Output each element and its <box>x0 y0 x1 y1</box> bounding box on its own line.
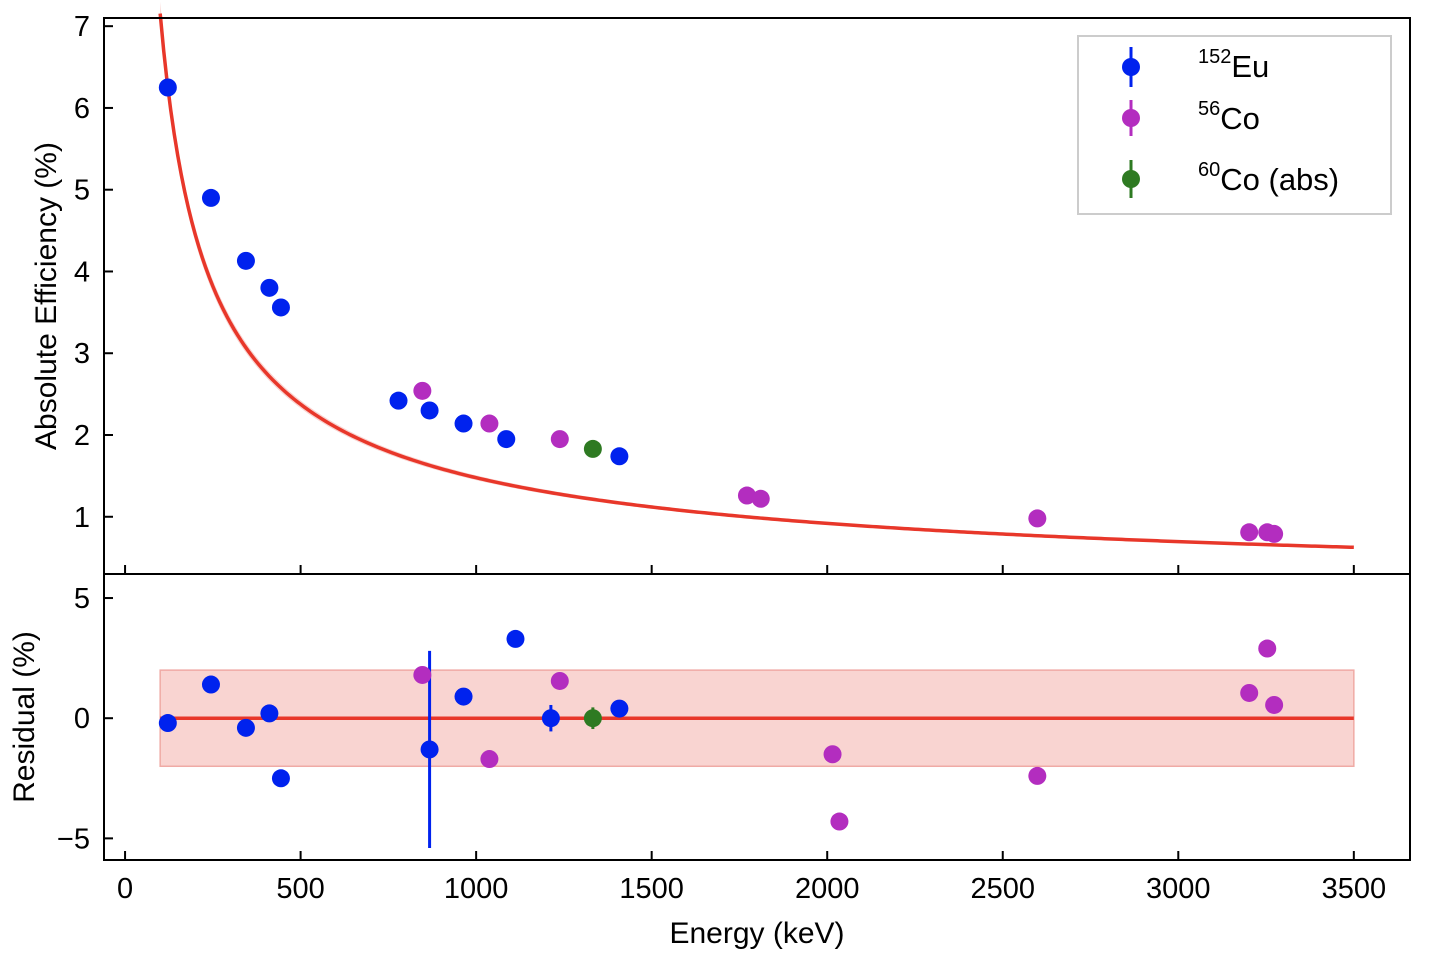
residual-point-56co-7 <box>1258 639 1277 658</box>
efficiency-point-60co-abs-0 <box>583 439 602 458</box>
efficiency-y-tick-label-2: 3 <box>74 338 90 370</box>
efficiency-y-tick-label-5: 6 <box>74 93 90 125</box>
legend-co56-marker <box>1122 109 1140 127</box>
x-tick-label-5: 2500 <box>970 873 1035 905</box>
legend-item-co56: 56Co <box>1122 98 1260 136</box>
legend-co60-marker <box>1122 170 1140 188</box>
efficiency-point-152eu-6 <box>420 401 439 420</box>
efficiency-point-152eu-7 <box>454 414 473 433</box>
efficiency-point-56co-0 <box>413 381 432 400</box>
residual-plot-frame <box>103 573 1411 861</box>
x-tick-label-4: 2000 <box>795 873 860 905</box>
efficiency-y-tick-label-3: 4 <box>74 256 90 288</box>
efficiency-point-56co-5 <box>1028 509 1047 528</box>
x-axis-label: Energy (keV) <box>669 917 844 950</box>
efficiency-fit-curve <box>158 13 1354 550</box>
efficiency-y-tick-label-0: 1 <box>74 502 90 534</box>
residual-y-axis-label: Residual (%) <box>8 631 41 803</box>
efficiency-point-152eu-9 <box>610 447 629 466</box>
residual-point-152eu-6 <box>454 687 473 706</box>
legend-eu152-text: Eu <box>1231 49 1269 84</box>
x-tick-label-0: 0 <box>117 873 133 905</box>
residual-point-56co-2 <box>550 671 569 690</box>
residual-panel: −5 0 5 0 500 1000 1500 2000 2500 3000 3500 Residu… <box>8 573 1411 950</box>
efficiency-point-152eu-4 <box>271 298 290 317</box>
x-tick-label-2: 1000 <box>444 873 509 905</box>
legend-item-eu152: 152Eu <box>1122 46 1269 87</box>
residual-x-ticks: 0 500 1000 1500 2000 2500 3000 3500 <box>117 851 1386 905</box>
residual-y-tick-label-2: 5 <box>74 583 90 615</box>
efficiency-point-152eu-5 <box>389 391 408 410</box>
efficiency-point-56co-3 <box>737 486 756 505</box>
residual-y-tick-label-0: −5 <box>57 823 90 855</box>
x-tick-label-6: 3000 <box>1146 873 1211 905</box>
residual-point-56co-0 <box>413 665 432 684</box>
efficiency-point-152eu-3 <box>260 278 279 297</box>
legend-item-co60: 60Co (abs) <box>1122 159 1339 198</box>
residual-points <box>158 629 1284 831</box>
residual-point-152eu-2 <box>236 718 255 737</box>
efficiency-point-152eu-2 <box>236 251 255 270</box>
residual-point-56co-5 <box>1028 766 1047 785</box>
legend: 152Eu 56Co 60Co (abs) <box>1077 35 1392 215</box>
efficiency-point-152eu-1 <box>201 188 220 207</box>
legend-eu152-marker <box>1122 58 1140 76</box>
efficiency-y-tick-label-4: 5 <box>74 175 90 207</box>
efficiency-point-152eu-0 <box>158 78 177 97</box>
residual-point-152eu-0 <box>158 714 177 733</box>
legend-eu152-label: 152Eu <box>1198 46 1269 84</box>
legend-co60-label: 60Co (abs) <box>1198 159 1339 197</box>
efficiency-points <box>158 78 1284 543</box>
efficiency-fit-layer <box>158 13 1354 550</box>
residual-point-56co-1 <box>480 750 499 769</box>
legend-co60-sup: 60 <box>1198 159 1220 181</box>
residual-point-60co-abs-0 <box>583 709 602 728</box>
residual-point-152eu-8 <box>541 709 560 728</box>
legend-co60-text: Co (abs) <box>1220 162 1339 197</box>
residual-point-152eu-9 <box>610 699 629 718</box>
residual-point-152eu-1 <box>201 675 220 694</box>
efficiency-y-tick-label-1: 2 <box>74 420 90 452</box>
efficiency-point-56co-6 <box>1240 523 1259 542</box>
efficiency-y-ticks: 1 2 3 4 5 6 7 <box>74 11 113 534</box>
efficiency-point-56co-1 <box>480 414 499 433</box>
efficiency-x-ticks <box>124 565 1355 574</box>
residual-y-ticks: −5 0 5 <box>57 583 113 855</box>
legend-eu152-sup: 152 <box>1198 46 1231 68</box>
residual-point-152eu-7 <box>506 629 525 648</box>
residual-point-56co-8 <box>1265 695 1284 714</box>
residual-point-152eu-5 <box>420 740 439 759</box>
x-tick-label-3: 1500 <box>619 873 684 905</box>
legend-co56-sup: 56 <box>1198 98 1220 120</box>
legend-co56-text: Co <box>1220 101 1260 136</box>
efficiency-y-axis-label: Absolute Efficiency (%) <box>30 142 63 450</box>
x-tick-label-7: 3500 <box>1322 873 1387 905</box>
efficiency-point-56co-4 <box>751 489 770 508</box>
efficiency-y-tick-label-6: 7 <box>74 11 90 43</box>
efficiency-point-56co-8 <box>1265 524 1284 543</box>
residual-point-56co-4 <box>830 812 849 831</box>
residual-point-152eu-3 <box>260 704 279 723</box>
residual-point-152eu-4 <box>271 769 290 788</box>
residual-y-tick-label-1: 0 <box>74 703 90 735</box>
residual-point-56co-3 <box>823 745 842 764</box>
efficiency-point-56co-2 <box>550 430 569 449</box>
residual-point-56co-6 <box>1240 683 1259 702</box>
legend-co56-label: 56Co <box>1198 98 1260 136</box>
efficiency-point-152eu-8 <box>497 430 516 449</box>
x-tick-label-1: 500 <box>276 873 324 905</box>
